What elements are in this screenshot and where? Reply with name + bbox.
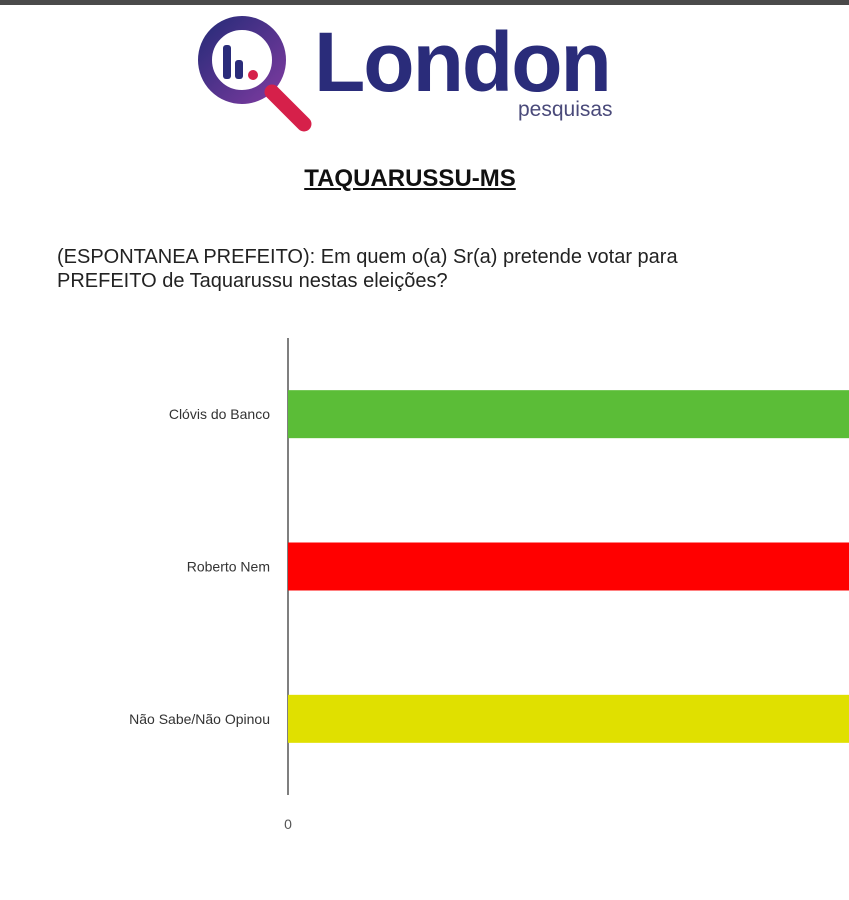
brand-tagline: pesquisas [518,98,613,121]
page-title: TAQUARUSSU-MS [304,165,516,192]
bar [288,694,849,743]
category-label: Não Sabe/Não Opinou [129,711,270,727]
top-border [0,0,849,5]
magnifier-logo-icon [198,16,312,132]
category-label: Roberto Nem [187,559,270,575]
bar [288,542,849,591]
bar-chart: 010203040506070Clóvis do Banco64.17 %Rob… [129,338,849,832]
london-logo: London pesquisas [196,12,626,137]
x-tick-label: 0 [284,816,292,832]
category-label: Clóvis do Banco [169,406,270,422]
brand-name: London [314,15,612,109]
question-text: (ESPONTANEA PREFEITO): Em quem o(a) Sr(a… [57,246,678,292]
bar [288,390,849,439]
